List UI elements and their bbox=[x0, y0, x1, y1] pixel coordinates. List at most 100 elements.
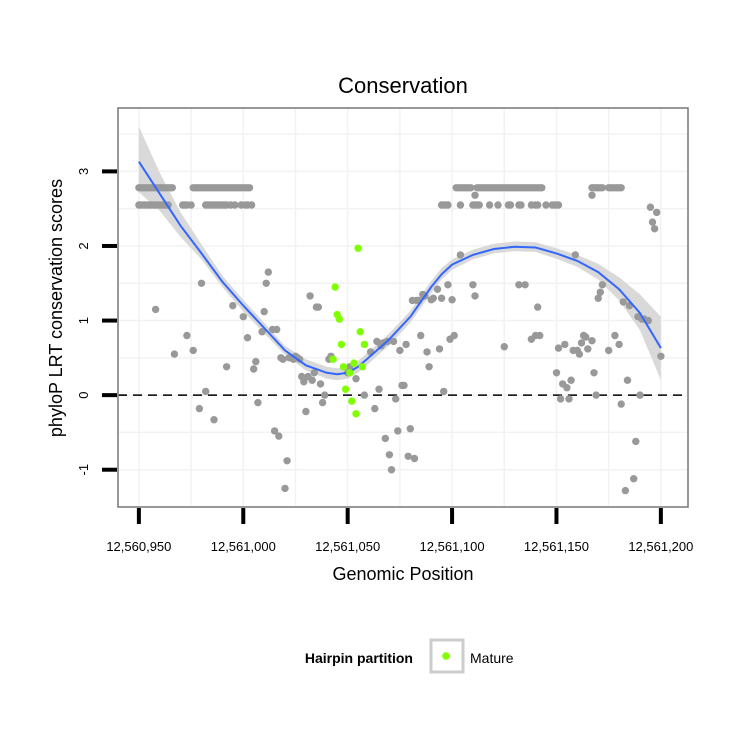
y-tick-label: -1 bbox=[76, 464, 91, 476]
point-other bbox=[435, 345, 444, 353]
point-other bbox=[385, 451, 394, 459]
point-other bbox=[506, 201, 515, 209]
x-tick-label: 12,561,100 bbox=[420, 539, 485, 554]
point-other bbox=[471, 191, 479, 199]
point-other bbox=[352, 375, 360, 383]
point-other bbox=[534, 303, 542, 311]
point-other bbox=[437, 294, 446, 302]
y-tick-label: 1 bbox=[76, 317, 91, 324]
point-other bbox=[231, 201, 239, 209]
point-other bbox=[653, 208, 661, 217]
point-other bbox=[258, 328, 266, 336]
point-other bbox=[657, 352, 665, 360]
smooth-line-layer bbox=[138, 161, 662, 376]
point-other bbox=[243, 334, 252, 342]
point-other bbox=[433, 285, 442, 293]
point-other bbox=[195, 404, 204, 413]
legend-label-mature: Mature bbox=[470, 650, 514, 666]
point-other bbox=[577, 339, 586, 347]
point-other bbox=[542, 201, 550, 209]
point-other bbox=[239, 313, 247, 321]
legend-key-mature bbox=[442, 652, 450, 660]
point-other bbox=[260, 307, 268, 316]
y-tick-label: 0 bbox=[76, 391, 91, 398]
point-other bbox=[556, 395, 565, 403]
point-other bbox=[417, 331, 425, 340]
point-other bbox=[387, 466, 396, 474]
point-other bbox=[270, 427, 279, 435]
point-mature bbox=[329, 355, 337, 363]
y-tick-label: 3 bbox=[76, 168, 91, 175]
point-other bbox=[611, 331, 619, 340]
point-other bbox=[561, 340, 569, 349]
point-other bbox=[381, 434, 389, 443]
point-other bbox=[588, 337, 596, 345]
point-other bbox=[554, 201, 563, 209]
point-other bbox=[598, 184, 607, 192]
point-other bbox=[632, 437, 640, 446]
point-other bbox=[471, 292, 479, 300]
point-other bbox=[630, 475, 638, 483]
point-other bbox=[404, 452, 412, 460]
point-other bbox=[650, 225, 659, 233]
plot-panel-border bbox=[117, 107, 689, 508]
point-other bbox=[571, 251, 579, 259]
point-other bbox=[300, 378, 308, 386]
point-other bbox=[596, 288, 604, 296]
point-other bbox=[262, 279, 270, 287]
x-tick-label: 12,560,950 bbox=[106, 539, 171, 554]
point-other bbox=[567, 376, 575, 384]
legend-key-box bbox=[429, 638, 465, 674]
point-other bbox=[648, 218, 657, 226]
point-other bbox=[440, 387, 448, 396]
point-other bbox=[314, 303, 323, 311]
point-other bbox=[197, 279, 206, 287]
legend: Hairpin partition Mature bbox=[305, 638, 514, 674]
point-other bbox=[584, 345, 592, 353]
point-other bbox=[623, 376, 632, 384]
point-other bbox=[360, 391, 369, 399]
y-tick-label: 2 bbox=[76, 242, 91, 249]
point-other bbox=[302, 407, 310, 416]
point-other bbox=[617, 400, 625, 408]
point-other bbox=[582, 333, 590, 341]
point-other bbox=[598, 281, 607, 289]
point-other bbox=[538, 184, 546, 192]
point-other bbox=[396, 346, 404, 355]
point-other bbox=[588, 191, 596, 199]
x-tick-label: 12,561,050 bbox=[315, 539, 380, 554]
point-other bbox=[563, 384, 571, 392]
x-tick-label: 12,561,150 bbox=[524, 539, 589, 554]
point-other bbox=[308, 376, 316, 384]
point-other bbox=[318, 398, 327, 407]
point-other bbox=[264, 268, 272, 276]
point-other bbox=[467, 184, 475, 192]
smooth-line bbox=[138, 161, 662, 376]
point-other bbox=[273, 325, 281, 334]
point-other bbox=[392, 395, 400, 403]
point-other bbox=[594, 294, 602, 302]
point-other bbox=[283, 457, 291, 465]
x-tick-label: 12,561,200 bbox=[628, 539, 693, 554]
point-other bbox=[202, 387, 210, 396]
y-axis-ticks: -1 0 1 2 3 bbox=[76, 168, 117, 476]
y-axis-title: phyloP LRT conservation scores bbox=[46, 179, 66, 437]
point-other bbox=[565, 395, 573, 403]
point-other bbox=[617, 184, 625, 192]
point-other bbox=[306, 292, 314, 300]
point-other bbox=[406, 425, 414, 433]
point-mature bbox=[356, 328, 364, 336]
point-other bbox=[210, 416, 218, 424]
point-other bbox=[279, 355, 287, 363]
point-other bbox=[250, 365, 258, 373]
point-other bbox=[410, 454, 419, 463]
point-other bbox=[394, 427, 402, 435]
point-other bbox=[310, 369, 318, 377]
x-axis-title: Genomic Position bbox=[332, 564, 473, 584]
point-other bbox=[636, 391, 644, 399]
point-other bbox=[494, 201, 502, 209]
point-other bbox=[151, 305, 160, 314]
point-other bbox=[245, 184, 254, 192]
point-mature bbox=[346, 369, 354, 377]
